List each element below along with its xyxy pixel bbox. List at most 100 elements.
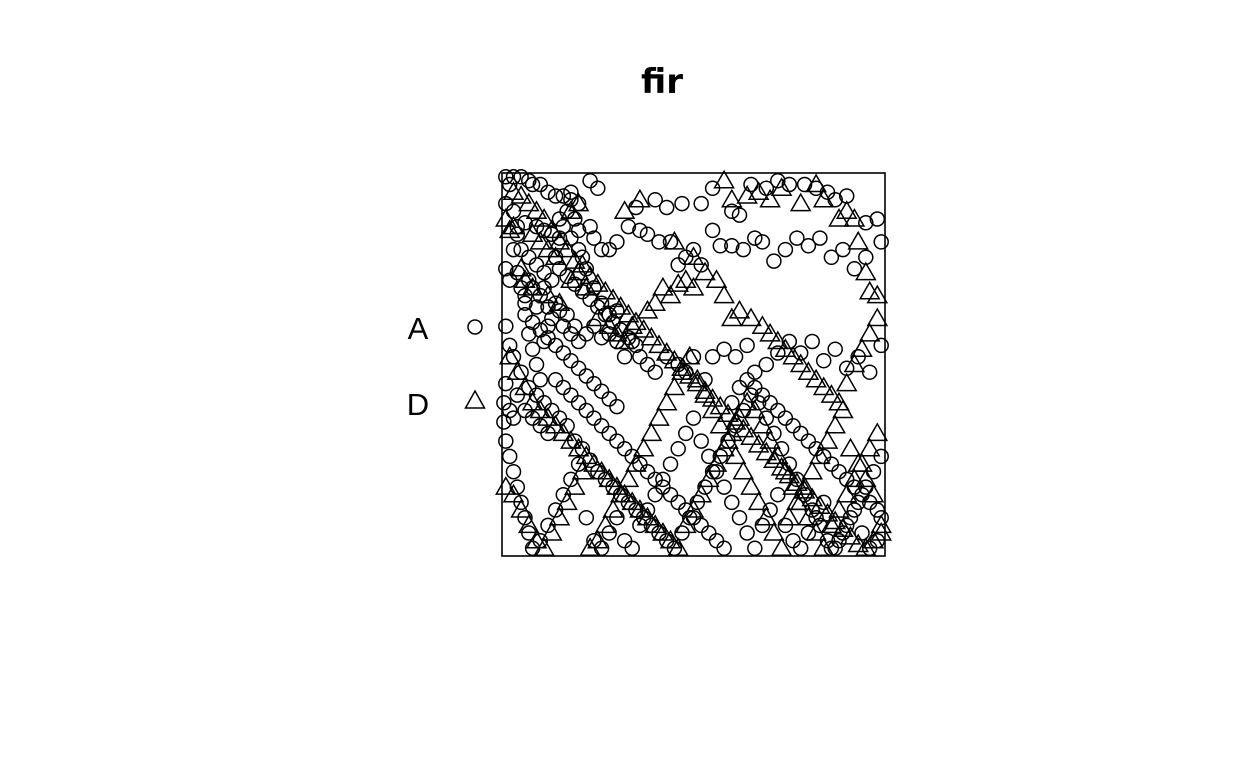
point-triangle bbox=[655, 391, 678, 411]
point-triangle bbox=[533, 207, 555, 227]
point-triangle bbox=[518, 514, 540, 534]
point-circle bbox=[827, 341, 843, 357]
point-triangle bbox=[705, 269, 728, 288]
point-triangle bbox=[847, 230, 869, 250]
point-triangle bbox=[552, 422, 575, 442]
point-circle bbox=[739, 337, 755, 354]
point-triangle bbox=[770, 177, 793, 197]
point-triangle bbox=[678, 345, 701, 365]
point-circle bbox=[547, 188, 564, 204]
point-circle bbox=[724, 395, 740, 411]
point-triangle bbox=[866, 307, 889, 327]
point-circle bbox=[792, 540, 809, 557]
point-circle bbox=[789, 230, 805, 246]
point-circle bbox=[869, 502, 886, 518]
point-circle bbox=[678, 425, 694, 442]
point-circle bbox=[662, 486, 679, 503]
point-circle bbox=[498, 318, 514, 334]
point-triangle bbox=[789, 353, 812, 373]
point-circle bbox=[501, 176, 518, 193]
point-circle bbox=[658, 199, 675, 216]
point-circle bbox=[521, 172, 537, 189]
point-triangle bbox=[498, 345, 521, 365]
point-circle bbox=[601, 425, 617, 442]
point-triangle bbox=[786, 491, 808, 511]
point-triangle bbox=[675, 514, 697, 534]
point-triangle bbox=[537, 407, 559, 426]
point-circle bbox=[528, 257, 545, 273]
point-triangle bbox=[632, 318, 655, 338]
point-triangle bbox=[858, 322, 881, 342]
point-triangle bbox=[789, 192, 812, 212]
point-triangle bbox=[820, 514, 843, 534]
point-triangle bbox=[663, 376, 686, 396]
point-circle bbox=[812, 230, 828, 246]
point-circle bbox=[578, 509, 595, 526]
point-triangle bbox=[747, 181, 770, 200]
point-triangle bbox=[717, 403, 739, 423]
point-triangle bbox=[782, 345, 804, 365]
point-triangle bbox=[855, 261, 877, 281]
point-triangle bbox=[855, 468, 877, 488]
point-triangle bbox=[858, 437, 881, 457]
point-triangle bbox=[529, 230, 552, 250]
point-triangle bbox=[525, 200, 548, 220]
point-circle bbox=[693, 433, 709, 449]
point-triangle bbox=[537, 284, 559, 304]
point-circle bbox=[505, 463, 522, 480]
point-triangle bbox=[759, 188, 781, 208]
point-triangle bbox=[548, 230, 571, 250]
point-triangle bbox=[575, 445, 598, 465]
point-circle bbox=[708, 532, 725, 549]
point-triangle bbox=[514, 376, 536, 396]
point-circle bbox=[831, 463, 847, 480]
point-triangle bbox=[625, 311, 647, 331]
point-triangle bbox=[793, 479, 816, 499]
point-triangle bbox=[843, 353, 866, 373]
point-circle bbox=[685, 410, 702, 426]
point-circle bbox=[724, 203, 740, 220]
point-triangle bbox=[801, 487, 823, 507]
point-circle bbox=[747, 540, 763, 557]
point-triangle bbox=[564, 476, 586, 495]
point-circle bbox=[570, 395, 587, 411]
point-triangle bbox=[625, 453, 647, 472]
point-triangle bbox=[594, 280, 617, 300]
point-triangle bbox=[567, 437, 590, 457]
point-triangle bbox=[755, 441, 778, 461]
point-circle bbox=[528, 299, 545, 315]
point-triangle bbox=[671, 357, 693, 377]
point-circle bbox=[563, 184, 579, 200]
point-circle bbox=[754, 234, 771, 250]
legend-label-a: A bbox=[408, 311, 429, 346]
point-circle bbox=[540, 318, 556, 334]
point-circle bbox=[609, 398, 625, 415]
point-triangle bbox=[832, 399, 854, 419]
point-circle bbox=[701, 525, 717, 541]
point-circle bbox=[509, 479, 526, 495]
point-circle bbox=[724, 494, 740, 511]
point-circle bbox=[800, 433, 817, 449]
point-triangle bbox=[732, 460, 755, 480]
point-circle bbox=[781, 333, 798, 350]
point-circle bbox=[501, 402, 518, 419]
point-circle bbox=[578, 326, 595, 342]
point-circle bbox=[831, 532, 847, 549]
point-circle bbox=[777, 241, 794, 258]
point-circle bbox=[578, 368, 595, 384]
point-circle bbox=[747, 230, 763, 246]
point-triangle bbox=[587, 529, 609, 549]
point-triangle bbox=[640, 422, 663, 442]
point-circle bbox=[693, 195, 709, 212]
point-triangle bbox=[747, 433, 770, 453]
point-circle bbox=[758, 356, 775, 373]
point-triangle bbox=[598, 468, 620, 488]
point-triangle bbox=[778, 464, 801, 484]
point-triangle bbox=[835, 483, 858, 503]
point-triangle bbox=[824, 510, 846, 530]
point-circle bbox=[536, 333, 552, 350]
point-circle bbox=[815, 352, 832, 369]
point-triangle bbox=[510, 498, 532, 518]
point-circle bbox=[536, 264, 552, 281]
point-circle bbox=[777, 410, 794, 426]
